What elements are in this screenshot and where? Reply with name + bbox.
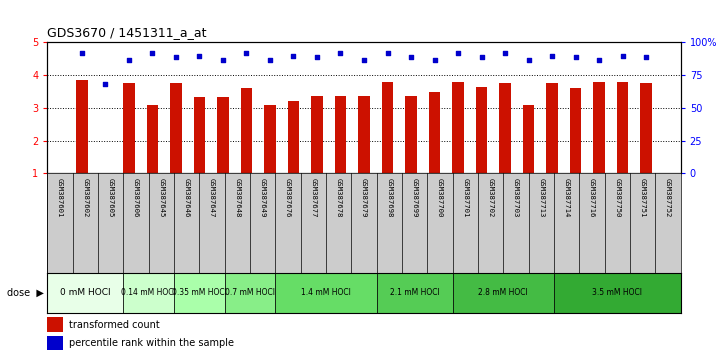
Bar xyxy=(381,82,393,173)
Text: GSM387702: GSM387702 xyxy=(488,178,494,218)
Bar xyxy=(640,84,652,173)
Text: GSM387701: GSM387701 xyxy=(462,178,468,218)
Bar xyxy=(217,97,229,173)
Text: GSM387700: GSM387700 xyxy=(437,178,443,218)
Text: GSM387647: GSM387647 xyxy=(209,178,215,218)
Point xyxy=(146,51,158,56)
Bar xyxy=(311,96,323,173)
Text: GSM387678: GSM387678 xyxy=(336,178,341,218)
Text: 2.1 mM HOCl: 2.1 mM HOCl xyxy=(389,289,440,297)
Point xyxy=(170,55,182,60)
Text: GSM387601: GSM387601 xyxy=(57,178,63,218)
Point xyxy=(640,55,652,60)
Bar xyxy=(76,80,88,173)
Bar xyxy=(123,84,135,173)
Text: GSM387751: GSM387751 xyxy=(640,178,646,218)
Text: GDS3670 / 1451311_a_at: GDS3670 / 1451311_a_at xyxy=(47,26,207,39)
Bar xyxy=(617,82,628,173)
Bar xyxy=(453,273,554,313)
Text: 3.5 mM HOCl: 3.5 mM HOCl xyxy=(593,289,642,297)
Bar xyxy=(335,96,347,173)
Point xyxy=(264,58,276,63)
Point xyxy=(381,51,393,56)
Bar xyxy=(546,84,558,173)
Point xyxy=(499,51,511,56)
Text: GSM387679: GSM387679 xyxy=(361,178,367,218)
Text: GSM387645: GSM387645 xyxy=(158,178,165,218)
Point xyxy=(311,55,323,60)
Text: 0.7 mM HOCl: 0.7 mM HOCl xyxy=(225,289,275,297)
Text: GSM387703: GSM387703 xyxy=(513,178,519,218)
Text: transformed count: transformed count xyxy=(69,320,160,330)
Point xyxy=(217,58,229,63)
Bar xyxy=(146,105,159,173)
Point xyxy=(100,81,111,87)
Text: 1.4 mM HOCl: 1.4 mM HOCl xyxy=(301,289,351,297)
Text: 2.8 mM HOCl: 2.8 mM HOCl xyxy=(478,289,529,297)
Bar xyxy=(194,97,205,173)
Text: GSM387716: GSM387716 xyxy=(589,178,595,218)
Point xyxy=(76,51,88,56)
Text: dose  ▶: dose ▶ xyxy=(7,288,44,298)
Bar xyxy=(475,87,487,173)
Bar xyxy=(593,82,605,173)
Text: 0.35 mM HOCl: 0.35 mM HOCl xyxy=(172,289,226,297)
Bar xyxy=(554,273,681,313)
Point xyxy=(570,55,582,60)
Text: GSM387676: GSM387676 xyxy=(285,178,291,218)
Bar xyxy=(429,92,440,173)
Text: GSM387699: GSM387699 xyxy=(411,178,418,218)
Bar xyxy=(123,273,174,313)
Bar xyxy=(47,273,123,313)
Bar xyxy=(241,88,253,173)
Point xyxy=(288,53,299,58)
Point xyxy=(475,55,487,60)
Bar xyxy=(225,273,275,313)
Point xyxy=(358,58,370,63)
Text: GSM387602: GSM387602 xyxy=(82,178,88,218)
Text: GSM387677: GSM387677 xyxy=(310,178,317,218)
Point xyxy=(241,51,253,56)
Bar xyxy=(499,84,511,173)
Bar xyxy=(358,96,370,173)
Bar xyxy=(405,96,417,173)
Point xyxy=(405,55,417,60)
Text: GSM387648: GSM387648 xyxy=(234,178,240,218)
Text: GSM387649: GSM387649 xyxy=(260,178,266,218)
Point xyxy=(546,53,558,58)
Point xyxy=(617,53,628,58)
Point xyxy=(452,51,464,56)
Bar xyxy=(47,336,63,350)
Point xyxy=(523,58,534,63)
Bar xyxy=(523,105,534,173)
Text: GSM387750: GSM387750 xyxy=(614,178,620,218)
Bar xyxy=(452,82,464,173)
Text: GSM387752: GSM387752 xyxy=(665,178,671,218)
Bar xyxy=(264,105,276,173)
Text: GSM387698: GSM387698 xyxy=(387,178,392,218)
Text: 0.14 mM HOCl: 0.14 mM HOCl xyxy=(122,289,176,297)
Text: GSM387713: GSM387713 xyxy=(538,178,545,218)
Bar xyxy=(376,273,453,313)
Point xyxy=(593,58,605,63)
Point xyxy=(194,53,205,58)
Bar xyxy=(275,273,376,313)
Bar xyxy=(288,101,299,173)
Text: 0 mM HOCl: 0 mM HOCl xyxy=(60,289,111,297)
Bar xyxy=(170,84,182,173)
Point xyxy=(123,58,135,63)
Bar xyxy=(47,318,63,332)
Text: GSM387714: GSM387714 xyxy=(563,178,570,218)
Point xyxy=(335,51,347,56)
Bar xyxy=(174,273,225,313)
Bar xyxy=(569,88,582,173)
Text: percentile rank within the sample: percentile rank within the sample xyxy=(69,338,234,348)
Text: GSM387646: GSM387646 xyxy=(183,178,190,218)
Text: GSM387606: GSM387606 xyxy=(133,178,139,218)
Text: GSM387605: GSM387605 xyxy=(108,178,114,218)
Point xyxy=(429,58,440,63)
